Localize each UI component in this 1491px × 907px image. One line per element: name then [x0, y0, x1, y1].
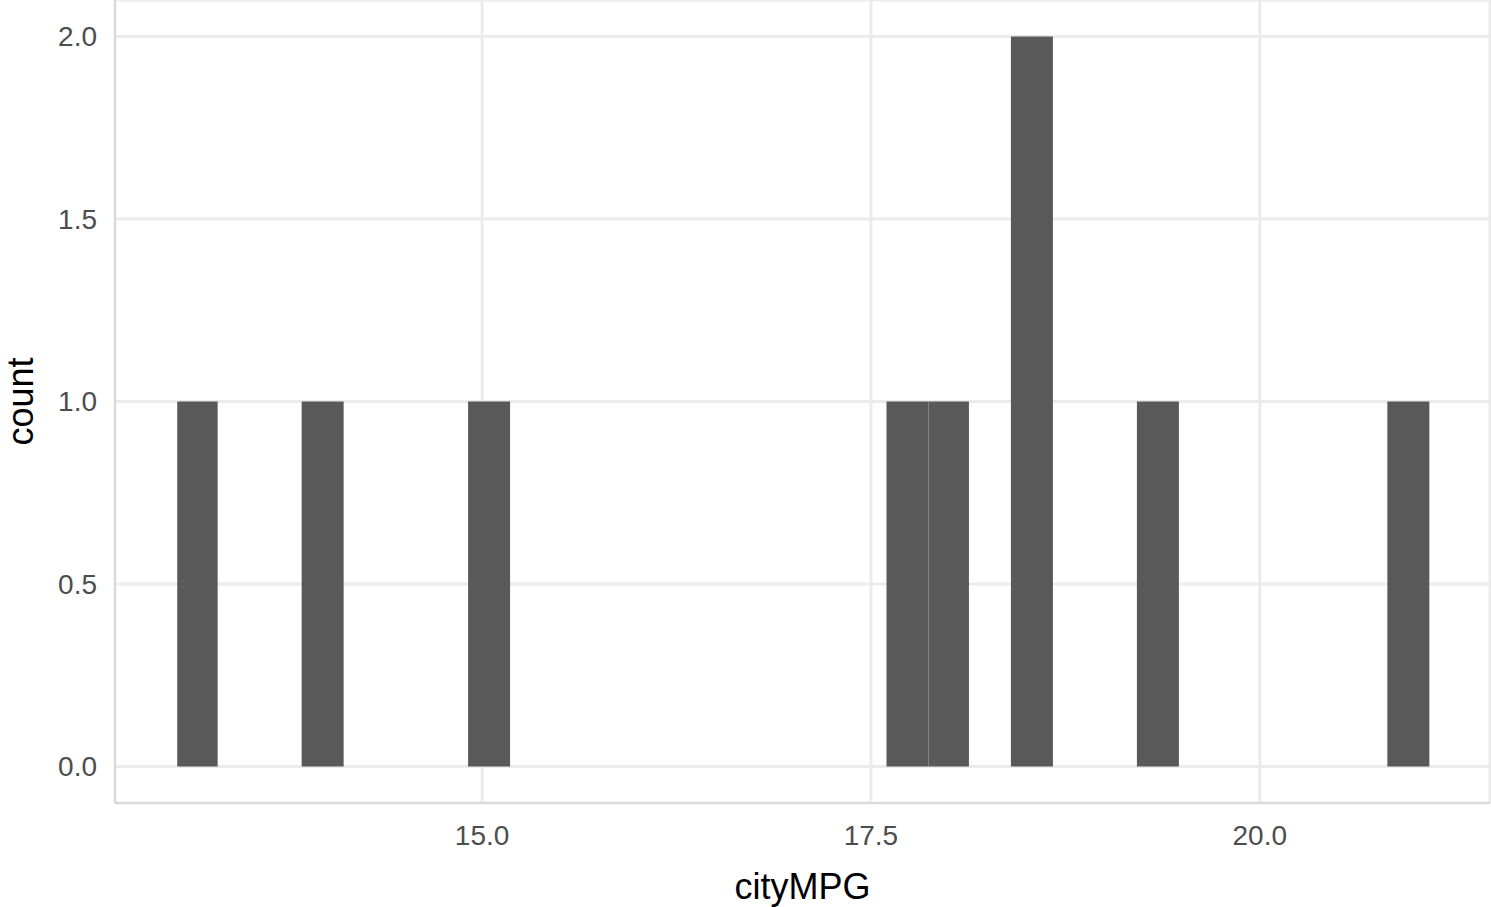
svg-text:17.5: 17.5: [844, 820, 899, 851]
svg-text:1.5: 1.5: [58, 204, 97, 235]
svg-text:2.0: 2.0: [58, 21, 97, 52]
svg-text:0.0: 0.0: [58, 751, 97, 782]
svg-text:cityMPG: cityMPG: [734, 866, 870, 907]
svg-text:count: count: [8, 357, 41, 445]
svg-text:1.0: 1.0: [58, 386, 97, 417]
svg-text:15.0: 15.0: [455, 820, 510, 851]
svg-text:20.0: 20.0: [1233, 820, 1288, 851]
svg-text:0.5: 0.5: [58, 569, 97, 600]
